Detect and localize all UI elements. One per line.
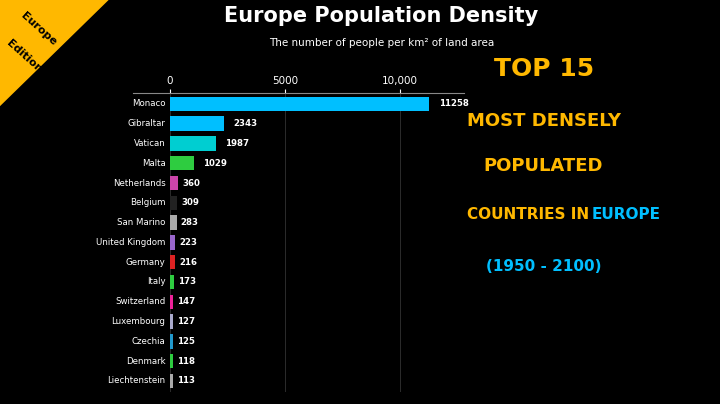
Text: 309: 309	[181, 198, 199, 207]
Bar	[170, 156, 194, 170]
Text: Germany: Germany	[126, 258, 166, 267]
Text: 223: 223	[179, 238, 197, 247]
Bar	[170, 374, 173, 388]
Bar	[170, 196, 177, 210]
Bar	[170, 136, 216, 151]
Text: 2343: 2343	[233, 119, 258, 128]
Text: The number of people per km² of land area: The number of people per km² of land are…	[269, 38, 494, 48]
Text: Netherlands: Netherlands	[112, 179, 166, 187]
Text: 11258: 11258	[438, 99, 469, 108]
Text: EUROPE: EUROPE	[592, 206, 661, 222]
Text: 113: 113	[176, 377, 194, 385]
Bar	[170, 334, 173, 349]
Text: (1950 - 2100): (1950 - 2100)	[486, 259, 601, 274]
Text: Monaco: Monaco	[132, 99, 166, 108]
Text: Czechia: Czechia	[132, 337, 166, 346]
Text: 1987: 1987	[225, 139, 250, 148]
Text: United Kingdom: United Kingdom	[96, 238, 166, 247]
Text: POPULATED: POPULATED	[484, 157, 603, 175]
Text: 283: 283	[181, 218, 199, 227]
Text: 173: 173	[178, 278, 197, 286]
Text: Vatican: Vatican	[134, 139, 166, 148]
Text: Italy: Italy	[147, 278, 166, 286]
Bar	[170, 275, 174, 289]
Text: Europe Population Density: Europe Population Density	[225, 6, 539, 26]
Text: 1029: 1029	[203, 159, 228, 168]
Text: Belgium: Belgium	[130, 198, 166, 207]
Text: TOP 15: TOP 15	[493, 57, 594, 81]
Text: Denmark: Denmark	[126, 357, 166, 366]
Polygon shape	[0, 0, 112, 109]
Text: Gibraltar: Gibraltar	[127, 119, 166, 128]
Text: Luxembourg: Luxembourg	[112, 317, 166, 326]
Text: 360: 360	[182, 179, 200, 187]
Bar	[170, 354, 173, 368]
Text: MOST DENSELY: MOST DENSELY	[467, 112, 621, 130]
Text: Malta: Malta	[142, 159, 166, 168]
Text: San Marino: San Marino	[117, 218, 166, 227]
Bar	[170, 235, 175, 250]
Text: 125: 125	[177, 337, 195, 346]
Bar	[170, 215, 176, 230]
Bar	[170, 116, 224, 131]
Bar	[170, 314, 173, 329]
Text: 147: 147	[178, 297, 196, 306]
Text: COUNTRIES IN: COUNTRIES IN	[467, 206, 589, 222]
Bar	[170, 295, 174, 309]
Text: 216: 216	[179, 258, 197, 267]
Bar	[170, 255, 175, 269]
Text: 118: 118	[177, 357, 195, 366]
Bar	[170, 176, 179, 190]
Text: Switzerland: Switzerland	[115, 297, 166, 306]
Text: Liechtenstein: Liechtenstein	[107, 377, 166, 385]
Text: Europe: Europe	[19, 11, 59, 48]
Bar	[170, 97, 429, 111]
Text: 127: 127	[177, 317, 195, 326]
Text: Edition: Edition	[5, 38, 44, 75]
